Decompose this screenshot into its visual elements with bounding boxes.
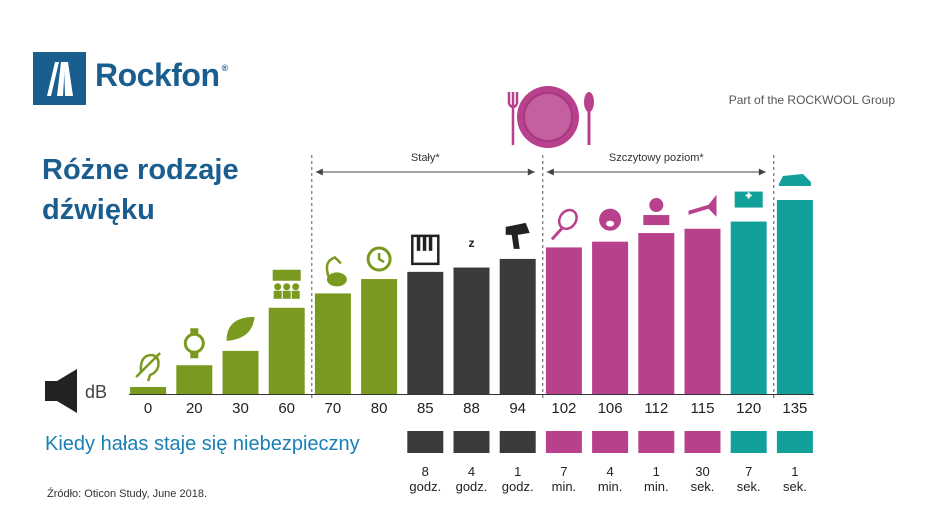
danger-block: [684, 431, 721, 453]
exposure-unit: min.: [598, 479, 623, 494]
danger-block: [592, 431, 629, 453]
bar: [638, 233, 675, 394]
bar: [776, 200, 813, 394]
exposure-value: 7: [560, 464, 567, 479]
exposure-value: 1: [514, 464, 521, 479]
bar: [407, 271, 444, 394]
exposure-value: 4: [468, 464, 475, 479]
tick-label: 115: [691, 400, 715, 417]
arrow-head: [315, 168, 323, 176]
vacuum-cleaner-icon: [325, 255, 347, 287]
bar: [730, 221, 767, 394]
exposure-unit: godz.: [502, 479, 534, 494]
danger-block: [730, 431, 767, 453]
page-title: Różne rodzaje dźwięku: [42, 154, 239, 226]
danger-block: [776, 431, 813, 453]
annotation-label: Stały*: [411, 152, 440, 164]
svg-text:ᶻ: ᶻ: [468, 236, 475, 256]
tick-label: 30: [232, 400, 249, 417]
arrow-head: [527, 168, 535, 176]
arrow-head: [546, 168, 554, 176]
tick-label: 85: [417, 400, 434, 417]
piano-icon: [411, 234, 440, 266]
exposure-value: 1: [791, 464, 798, 479]
tick-label: 20: [186, 400, 203, 417]
plate-cutlery-icon: [507, 86, 594, 148]
exposure-unit: sek.: [691, 479, 715, 494]
tick-label: 120: [736, 400, 761, 417]
exposure-unit: min.: [552, 479, 577, 494]
alarm-clock-icon: [366, 246, 392, 272]
danger-label: Kiedy hałas staje się niebezpieczny: [45, 433, 360, 455]
bar: [314, 293, 351, 394]
exposure-value: 7: [745, 464, 752, 479]
tick-label: 0: [144, 400, 152, 417]
bar: [592, 241, 629, 394]
bar: [545, 247, 582, 394]
speaker-icon: [45, 369, 79, 418]
trumpet-icon: [688, 194, 717, 217]
arrow-head: [758, 168, 766, 176]
danger-block: [499, 431, 536, 453]
bar: [130, 387, 167, 394]
exposure-value: 30: [695, 464, 709, 479]
exposure-value: 4: [606, 464, 613, 479]
leaf-icon: [226, 316, 255, 341]
snore-icon: ᶻ: [468, 236, 475, 256]
crying-baby-icon: [599, 208, 622, 231]
hearing-icon: [135, 352, 161, 382]
crowd-icon: [272, 269, 301, 299]
exposure-unit: sek.: [783, 479, 807, 494]
watch-icon: [183, 328, 205, 359]
tick-label: 135: [782, 400, 807, 417]
tick-label: 80: [371, 400, 388, 417]
brand-name: Rockfon ®: [95, 57, 228, 93]
tennis-racket-icon: [550, 208, 578, 241]
danger-block: [545, 431, 582, 453]
dj-icon: [643, 198, 670, 226]
tick-label: 106: [598, 400, 623, 417]
tick-label: 94: [509, 400, 526, 417]
exposure-value: 8: [422, 464, 429, 479]
danger-block: [407, 431, 444, 453]
tick-label: 88: [463, 400, 480, 417]
exposure-unit: sek.: [737, 479, 761, 494]
bar: [222, 350, 259, 394]
bar: [499, 258, 536, 394]
db-unit-label: dB: [85, 382, 108, 402]
bar: [268, 307, 305, 394]
rockfon-logo-mark: [33, 52, 86, 105]
exposure-unit: godz.: [409, 479, 441, 494]
race-car-icon: [778, 174, 811, 186]
exposure-unit: godz.: [456, 479, 488, 494]
tick-label: 112: [644, 400, 668, 417]
exposure-value: 1: [653, 464, 660, 479]
bar: [684, 228, 721, 394]
ambulance-icon: [734, 191, 763, 208]
tick-label: 60: [278, 400, 295, 417]
brand-tagline: Part of the ROCKWOOL Group: [728, 93, 895, 107]
exposure-unit: min.: [644, 479, 669, 494]
danger-block: [453, 431, 490, 453]
annotation-label: Szczytowy poziom*: [609, 152, 704, 164]
danger-block: [638, 431, 675, 453]
hair-dryer-icon: [505, 222, 530, 249]
bar: [176, 365, 213, 394]
bar: [453, 267, 490, 394]
bar: [361, 279, 398, 394]
tick-label: 70: [325, 400, 342, 417]
source-note: Źródło: Oticon Study, June 2018.: [47, 488, 207, 500]
tick-label: 102: [551, 400, 576, 417]
